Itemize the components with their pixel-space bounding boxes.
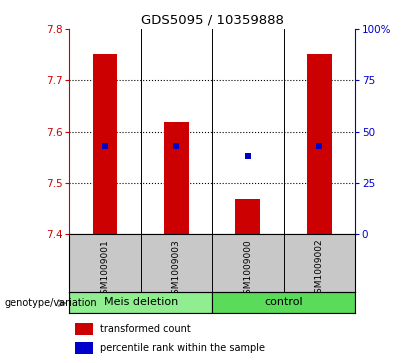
Bar — [235, 199, 260, 234]
Bar — [164, 122, 189, 234]
Text: GSM1009002: GSM1009002 — [315, 239, 324, 299]
Text: transformed count: transformed count — [100, 324, 190, 334]
Text: genotype/variation: genotype/variation — [4, 298, 97, 308]
Bar — [307, 54, 332, 234]
Bar — [69, 292, 212, 313]
Bar — [212, 292, 355, 313]
Text: GSM1009000: GSM1009000 — [243, 239, 252, 299]
Text: control: control — [264, 297, 303, 307]
Bar — [75, 342, 94, 354]
Bar — [92, 54, 118, 234]
Text: GSM1009003: GSM1009003 — [172, 239, 181, 299]
Text: percentile rank within the sample: percentile rank within the sample — [100, 343, 265, 353]
Text: GSM1009001: GSM1009001 — [100, 239, 110, 299]
Title: GDS5095 / 10359888: GDS5095 / 10359888 — [141, 13, 284, 26]
Bar — [75, 323, 94, 335]
Text: Meis deletion: Meis deletion — [104, 297, 178, 307]
